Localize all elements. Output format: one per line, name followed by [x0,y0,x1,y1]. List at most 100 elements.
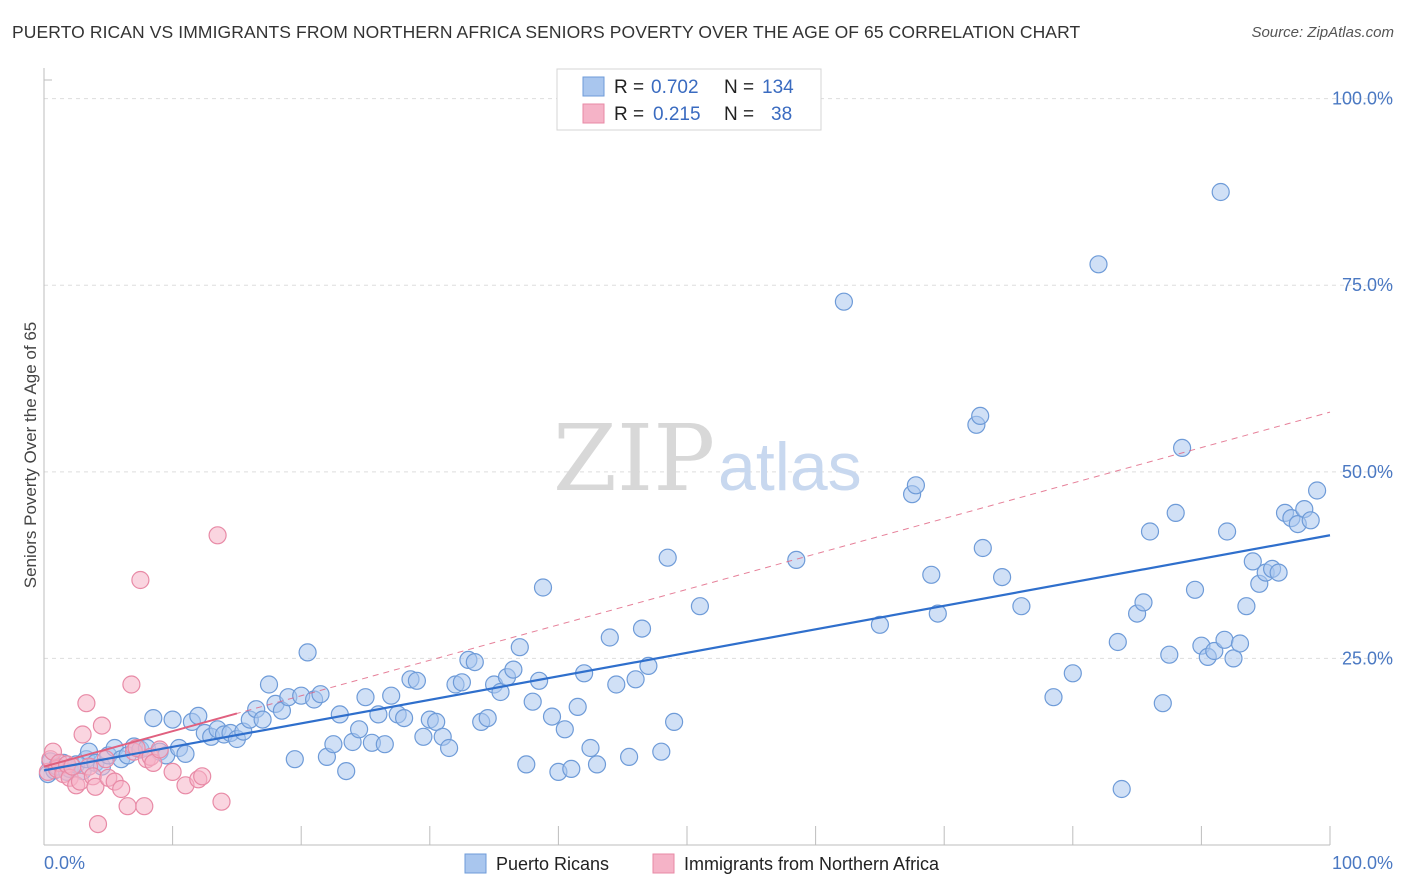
data-point [581,738,600,758]
data-point [144,708,163,728]
data-point [253,710,272,729]
data-point [1269,563,1288,582]
data-point [356,688,375,707]
data-point [77,694,96,713]
series-puerto-ricans [38,182,1327,799]
data-point [517,755,536,774]
data-point [86,777,105,796]
legend-n-value-1: 134 [762,77,794,98]
trend-line-puerto-ricans [43,534,1331,772]
data-point [176,744,195,764]
data-point [928,604,947,623]
data-point [632,619,652,638]
data-point [690,597,710,616]
data-point [285,750,304,769]
data-point [193,767,212,786]
data-point [478,708,497,728]
data-point [382,686,401,705]
data-point [906,476,926,495]
chart-source: Source: ZipAtlas.com [1251,24,1394,41]
data-point [112,779,131,799]
data-point [1185,580,1205,599]
data-point [1217,522,1237,541]
data-point [1224,649,1243,668]
data-point [163,762,182,782]
data-point [73,725,92,744]
bottom-legend-swatch-immigrants [652,853,675,874]
data-point [658,548,677,567]
data-point [375,735,394,754]
data-point [971,406,990,425]
data-point [92,716,112,735]
data-point [1215,630,1234,649]
bottom-legend: Puerto Ricans Immigrants from Northern A… [464,853,940,874]
y-tick-label-100: 100.0% [1332,89,1393,109]
data-point [1211,182,1230,202]
data-point [212,792,231,811]
data-point [298,643,317,662]
data-point [135,797,154,816]
legend-r-value-1: 0.702 [651,77,699,98]
data-point [992,567,1012,587]
axes: 25.0% 50.0% 75.0% 100.0% 0.0% 100.0% [43,68,1393,873]
data-point [118,797,137,816]
data-point [1044,688,1063,707]
gridlines [44,98,1393,659]
data-point [1160,645,1179,664]
data-point [395,708,414,728]
data-point [311,685,330,704]
legend-n-label-2: N = [724,104,754,125]
data-point [542,707,562,726]
data-point [626,670,645,689]
data-point [1134,593,1153,612]
data-point [533,578,553,597]
data-point [1166,503,1185,523]
data-point [350,720,369,739]
data-point [324,735,343,754]
y-tick-label-50: 50.0% [1342,462,1393,482]
data-point [1172,438,1192,457]
data-point [414,727,433,746]
data-point [664,712,684,732]
data-point [834,292,854,311]
bottom-legend-label-puerto-ricans: Puerto Ricans [496,854,609,874]
data-point [1140,522,1160,541]
legend-r-label-2: R = [614,104,644,125]
data-point [440,738,459,758]
data-point [1153,694,1172,713]
data-point [787,550,806,570]
data-point [1307,481,1327,500]
data-point [587,755,607,774]
data-point [562,759,581,779]
data-point [568,697,587,717]
watermark-atlas: atlas [718,429,862,505]
data-point [600,628,619,647]
data-point [1112,779,1131,799]
data-point [163,710,182,729]
data-point [1301,511,1320,530]
x-tick-label-min: 0.0% [44,853,85,873]
data-point [1237,597,1256,616]
data-point [465,652,484,672]
trend-lines [43,411,1331,772]
trend-line-immigrants-solid [43,712,238,768]
trend-line-immigrants [43,411,1331,768]
legend-n-label-1: N = [724,77,754,98]
data-point [504,660,523,679]
data-point [407,671,426,690]
data-point [922,565,941,584]
data-point [973,538,992,558]
data-point [208,526,227,545]
bottom-legend-swatch-puerto-ricans [464,853,487,874]
watermark: ZIP atlas [553,405,862,512]
legend-r-value-2: 0.215 [653,104,701,125]
legend: R = 0.702 N = 134 R = 0.215 N = 38 [556,68,822,131]
data-point [1063,664,1082,683]
data-point [607,675,626,694]
watermark-zip: ZIP [553,405,715,512]
data-point [88,814,108,834]
y-axis-label: Seniors Poverty Over the Age of 65 [21,322,40,588]
data-point [1089,255,1108,274]
data-point [510,638,529,657]
